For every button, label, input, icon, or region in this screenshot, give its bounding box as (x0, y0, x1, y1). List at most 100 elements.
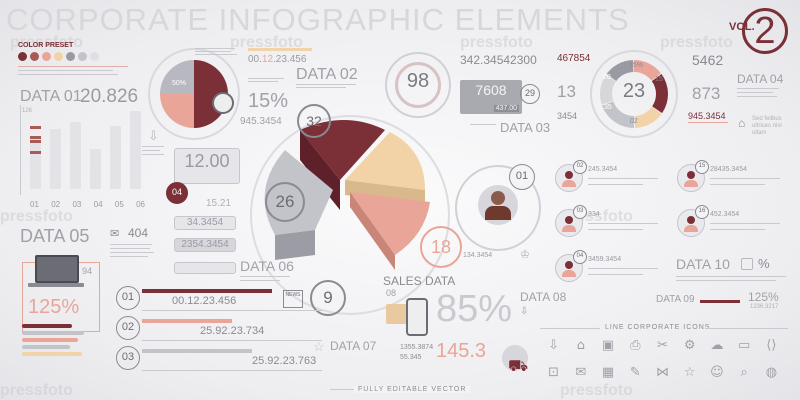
data01-axis (20, 105, 21, 195)
watermark: pressfoto (0, 382, 73, 399)
laptop-badge: 94 (82, 266, 93, 276)
color-swatch[interactable] (42, 52, 51, 61)
cloud-icon[interactable]: ☁ (710, 338, 724, 353)
color-swatch[interactable] (78, 52, 87, 61)
color-swatch[interactable] (30, 52, 39, 61)
watermark: pressfoto (460, 34, 533, 51)
color-swatch[interactable] (90, 52, 99, 61)
crown-icon: ♔ (520, 249, 530, 261)
star-icon: ☆ (313, 339, 325, 354)
laptop-bars (22, 324, 84, 356)
home-icon[interactable]: ⌂ (576, 338, 585, 353)
data04-ring-label: 15 (655, 76, 663, 83)
document-icon (741, 258, 753, 270)
volume-badge: 2 (742, 8, 788, 54)
data01-value: 20.826 (80, 86, 139, 107)
line-icons-grid: ⇩ ⌂ ▣ ⎙ ✂ ⚙ ☁ ▭ ⟨⟩ ⊡ ✉ ▦ ✎ ⋈ ☆ ☺ ⌕ ◍ (540, 338, 785, 380)
person-value: 245.3454 (588, 166, 618, 173)
percent15-caption (248, 78, 288, 82)
laptop-icon (35, 255, 79, 283)
data03-box-sub: 437.00 (493, 105, 519, 112)
data08-label: DATA 08 (520, 290, 567, 304)
data09-bar (700, 300, 740, 303)
watermark: pressfoto (560, 382, 633, 399)
scissors-icon[interactable]: ✂ (657, 338, 668, 353)
mail-icon: ✉ (110, 228, 120, 240)
color-swatches (18, 52, 99, 61)
sales-big: 145.3 (436, 340, 487, 362)
data01-bar (30, 136, 41, 189)
data01-bar-marker (30, 150, 41, 154)
share-icon[interactable]: ⋈ (655, 365, 669, 380)
magnifier-icon (212, 92, 234, 114)
color-swatch[interactable] (54, 52, 63, 61)
gear-icon[interactable]: ⚙ (683, 338, 696, 353)
pen-icon[interactable]: ✎ (629, 365, 641, 380)
data04-label: DATA 04 (737, 72, 784, 86)
input-field-2[interactable]: 2354.3454 (174, 238, 236, 252)
briefcase-icon[interactable]: ▣ (601, 338, 615, 353)
download-icon[interactable]: ⇩ (548, 338, 560, 353)
person-number-badge: 02 (573, 160, 587, 174)
data04-outer-ring (590, 50, 678, 138)
data09-label: DATA 09 (656, 294, 695, 305)
person-caption-line (588, 184, 643, 185)
code-icon[interactable]: ⟨⟩ (766, 338, 777, 353)
watermark: pressfoto (0, 208, 73, 225)
globe-icon[interactable]: ◍ (765, 365, 778, 380)
data02-label: DATA 02 (296, 66, 358, 83)
arrow-down-icon: ⇩ (148, 128, 159, 143)
data04-center-value: 23 (622, 80, 646, 102)
circle98-outer (385, 52, 451, 118)
data04-donut-chart (600, 60, 668, 128)
folder-icon[interactable]: ▭ (738, 338, 751, 353)
data06-label: DATA 06 (240, 258, 294, 274)
data04-top-left: 467854 (557, 53, 591, 64)
step04-badge: 04 (166, 182, 188, 204)
mail-icon[interactable]: ✉ (575, 365, 587, 380)
person-value: 452.3454 (710, 211, 740, 218)
data04-accent-line (688, 122, 728, 123)
search-icon[interactable]: ⌕ (740, 365, 748, 380)
data01-column-labels: 01 02 03 04 05 06 (30, 200, 145, 209)
data03-caption (470, 124, 496, 125)
data01-column-label: 04 (93, 200, 103, 209)
data04-ring-label: 15% (629, 62, 644, 69)
laptop-base (28, 283, 84, 287)
lock-icon[interactable]: ⊡ (548, 365, 560, 380)
printer-icon[interactable]: ⎙ (630, 338, 641, 353)
small-pie-slice (160, 60, 194, 94)
person-avatar (677, 164, 705, 192)
input-field-1[interactable]: 34.3454 (174, 216, 236, 230)
data04-right-mid: 873 (692, 84, 721, 103)
data04-left-3454: 3454 (557, 111, 578, 121)
step-badge: 03 (116, 346, 140, 370)
person-ring (455, 165, 541, 251)
calendar-icon[interactable]: ▦ (601, 365, 615, 380)
data10-label: DATA 10 (676, 256, 730, 272)
data05-caption (110, 244, 154, 257)
input-field-3[interactable] (174, 262, 236, 274)
data04-caption (737, 88, 779, 97)
person-number-badge: 16 (695, 205, 709, 219)
person-caption-line (588, 229, 643, 230)
color-swatch[interactable] (66, 52, 75, 61)
data01-bar (130, 110, 141, 189)
person-caption-line (588, 223, 658, 224)
data01-bar-chart (30, 105, 145, 189)
step-bar (142, 289, 272, 293)
news-icon: NEWS (283, 290, 303, 308)
small-pie-slice (160, 94, 194, 128)
donut-segment (634, 106, 662, 128)
sales-label: SALES DATA (383, 274, 456, 288)
data02-caption (296, 84, 356, 88)
data09-sub: 1236.3217 (750, 304, 779, 310)
center-pie-badge-26: 26 (265, 182, 305, 222)
user-icon[interactable]: ☺ (710, 365, 724, 380)
person-caption-line (588, 274, 643, 275)
center-pie-badge-18: 18 (420, 226, 462, 268)
color-swatch[interactable] (18, 52, 27, 61)
person-caption-line (710, 223, 780, 224)
donut-segment (600, 74, 616, 105)
star-icon[interactable]: ☆ (683, 365, 696, 380)
